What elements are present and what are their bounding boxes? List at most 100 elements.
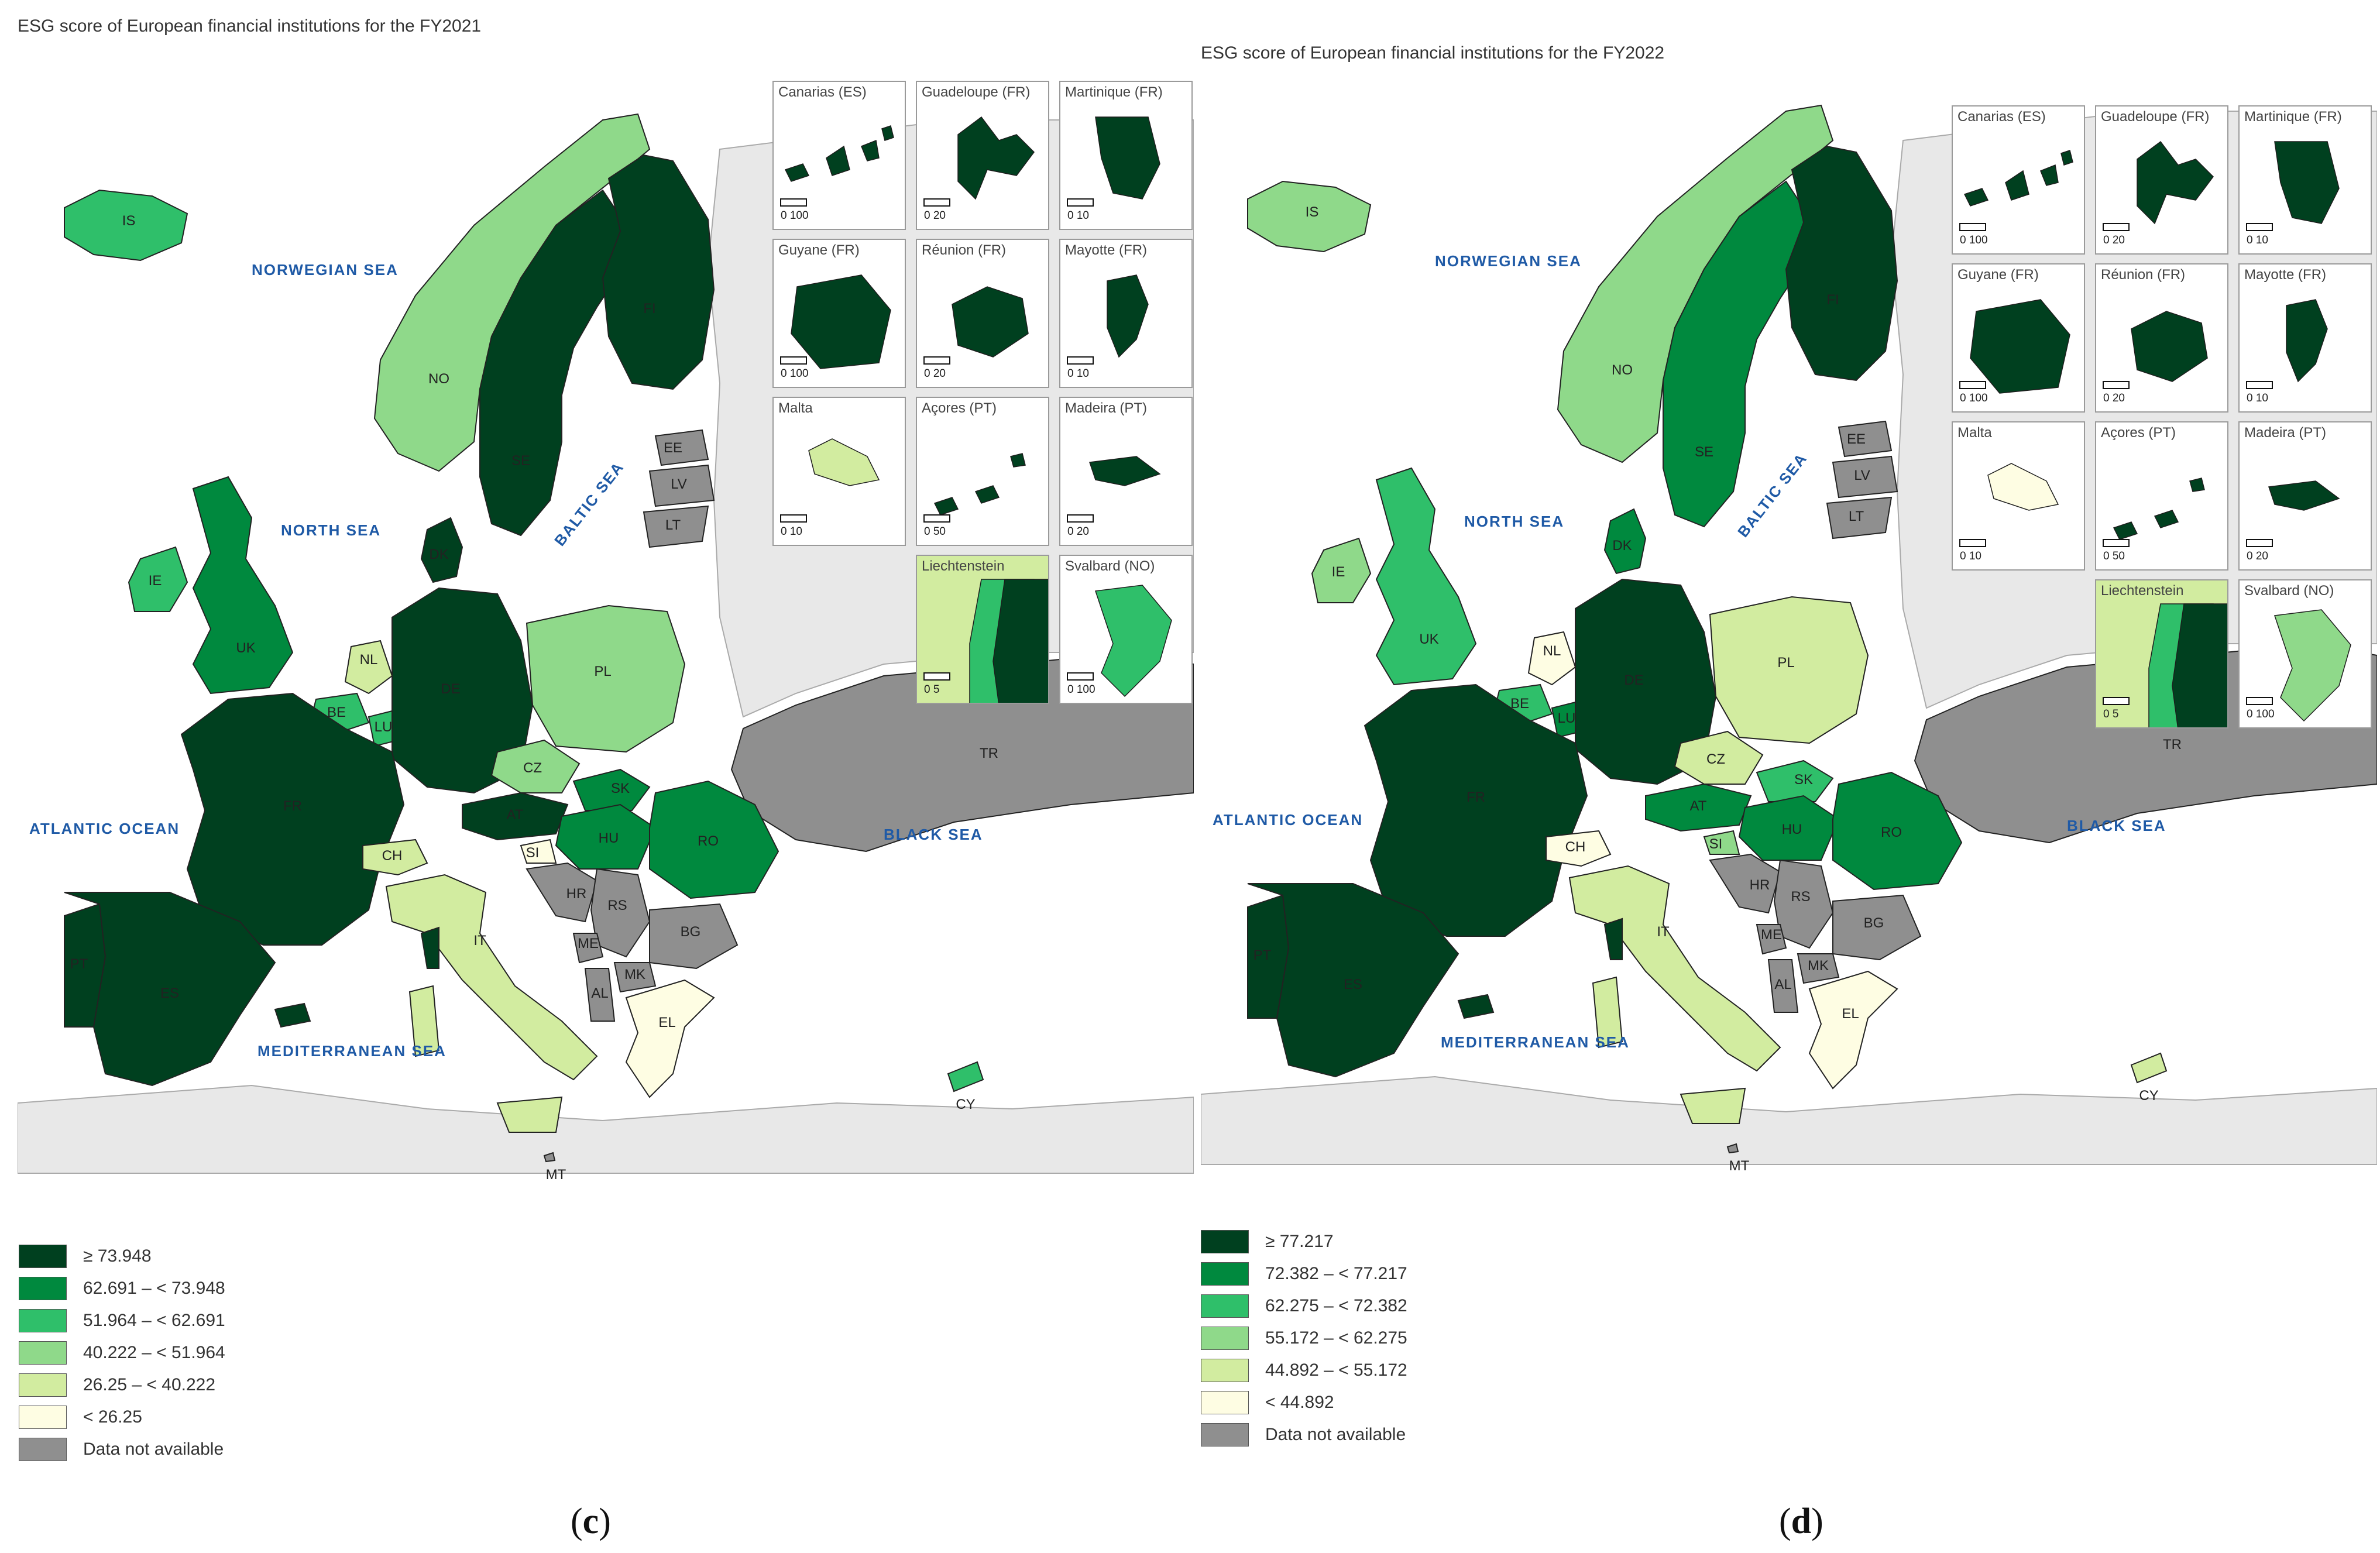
inset-map: Réunion (FR) 0 20 bbox=[2095, 263, 2228, 413]
inset-title: Réunion (FR) bbox=[922, 242, 1007, 258]
legend-item: 26.25 – < 40.222 bbox=[19, 1372, 215, 1398]
country-label: UK bbox=[1419, 631, 1438, 647]
country-label: AL bbox=[591, 985, 608, 1001]
legend-swatch bbox=[1201, 1359, 1249, 1382]
country-cy bbox=[947, 1061, 984, 1092]
country-label: NL bbox=[1543, 643, 1561, 659]
map-panel-fy2021: ESG score of European financial institut… bbox=[18, 16, 1194, 1541]
country-lv bbox=[648, 464, 715, 507]
country-is bbox=[64, 189, 188, 262]
inset-scale-label: 0 20 bbox=[924, 367, 946, 380]
inset-title: Réunion (FR) bbox=[2101, 267, 2186, 283]
country-label: LT bbox=[665, 517, 681, 533]
inset-title: Liechtenstein bbox=[922, 558, 1005, 574]
country-label: PT bbox=[70, 956, 88, 972]
inset-scale-label: 0 20 bbox=[2103, 234, 2125, 246]
inset-map: Mayotte (FR) 0 10 bbox=[2238, 263, 2372, 413]
country-label: HR bbox=[566, 886, 587, 902]
legend-swatch bbox=[19, 1438, 67, 1461]
north-africa-landmass bbox=[1201, 1076, 2377, 1165]
country-label: DK bbox=[429, 547, 448, 562]
legend-item: 55.172 – < 62.275 bbox=[1201, 1325, 1407, 1351]
inset-title: Guyane (FR) bbox=[1957, 267, 2039, 283]
country-label: LV bbox=[1854, 468, 1870, 483]
legend-label: ≥ 77.217 bbox=[1265, 1232, 1334, 1251]
country-label: BG bbox=[1864, 915, 1884, 931]
inset-map: Martinique (FR) 0 10 bbox=[1059, 81, 1193, 230]
sea-label: ATLANTIC OCEAN bbox=[29, 820, 180, 837]
inset-scale-label: 0 20 bbox=[1067, 525, 1089, 538]
country-balear bbox=[274, 1002, 311, 1028]
sea-label: MEDITERRANEAN SEA bbox=[257, 1042, 447, 1060]
country-label: BE bbox=[327, 705, 346, 720]
country-label: EL bbox=[658, 1015, 675, 1030]
country-label: TR bbox=[2163, 737, 2182, 753]
inset-map: Guadeloupe (FR) 0 20 bbox=[2095, 105, 2228, 255]
country-ie bbox=[1311, 537, 1372, 603]
country-rs bbox=[1773, 859, 1834, 949]
inset-map: Guyane (FR) 0 100 bbox=[772, 239, 906, 388]
country-at bbox=[462, 792, 569, 841]
country-label: DK bbox=[1612, 538, 1632, 554]
legend-swatch bbox=[1201, 1327, 1249, 1350]
legend-item: 51.964 – < 62.691 bbox=[19, 1308, 225, 1334]
inset-title: Svalbard (NO) bbox=[1065, 558, 1155, 574]
country-label: IE bbox=[149, 573, 162, 589]
country-es bbox=[1247, 883, 1459, 1078]
inset-title: Liechtenstein bbox=[2101, 583, 2184, 599]
country-label: CY bbox=[956, 1097, 975, 1112]
country-label: DE bbox=[1624, 672, 1643, 688]
country-label: UK bbox=[236, 640, 255, 656]
legend-label: Data not available bbox=[1265, 1425, 1406, 1444]
country-cors bbox=[420, 926, 439, 969]
inset-shape bbox=[923, 116, 1035, 207]
north-africa-landmass bbox=[18, 1084, 1194, 1174]
inset-map: Mayotte (FR) 0 10 bbox=[1059, 239, 1193, 388]
country-label: SI bbox=[526, 845, 540, 861]
inset-scale-label: 0 50 bbox=[924, 525, 946, 538]
country-mt bbox=[543, 1152, 556, 1163]
inset-scale-label: 0 100 bbox=[1960, 392, 1988, 404]
inset-scale-label: 0 10 bbox=[1067, 367, 1089, 380]
country-label: NO bbox=[1612, 362, 1633, 378]
country-cz bbox=[490, 739, 581, 793]
country-balear bbox=[1457, 994, 1495, 1019]
country-mk bbox=[613, 962, 657, 993]
country-label: IE bbox=[1332, 564, 1345, 580]
country-sk bbox=[1756, 760, 1834, 802]
country-label: PL bbox=[1777, 655, 1794, 671]
panel-caption: (d) bbox=[1779, 1502, 1823, 1541]
legend-swatch bbox=[19, 1341, 67, 1365]
inset-shape bbox=[2103, 603, 2227, 727]
country-dk bbox=[420, 517, 463, 583]
inset-map: Madeira (PT) 0 20 bbox=[1059, 397, 1193, 546]
inset-map: Guadeloupe (FR) 0 20 bbox=[916, 81, 1049, 230]
country-es bbox=[64, 892, 276, 1087]
country-al bbox=[584, 968, 616, 1022]
inset-title: Madeira (PT) bbox=[2244, 425, 2327, 441]
country-is bbox=[1247, 180, 1372, 253]
inset-map: Malta 0 10 bbox=[1952, 421, 2085, 571]
country-me bbox=[1756, 924, 1787, 955]
country-lt bbox=[1826, 496, 1893, 540]
country-mk bbox=[1797, 953, 1840, 984]
country-label: MT bbox=[546, 1167, 566, 1183]
country-fr bbox=[1364, 683, 1588, 937]
inset-title: Malta bbox=[1957, 425, 1992, 441]
inset-scale-label: 0 100 bbox=[1067, 683, 1095, 696]
country-fi bbox=[602, 154, 715, 390]
inset-title: Guadeloupe (FR) bbox=[922, 84, 1031, 100]
country-label: MT bbox=[1729, 1158, 1750, 1174]
legend-label: 26.25 – < 40.222 bbox=[83, 1375, 216, 1394]
country-sk bbox=[572, 768, 651, 811]
legend-label: < 26.25 bbox=[83, 1407, 142, 1427]
inset-shape bbox=[2246, 141, 2340, 231]
inset-map: Svalbard (NO) 0 100 bbox=[1059, 555, 1193, 704]
legend-swatch bbox=[1201, 1230, 1249, 1253]
inset-scale-label: 0 5 bbox=[2103, 708, 2119, 720]
country-uk bbox=[192, 476, 294, 695]
country-label: LU bbox=[375, 719, 393, 735]
inset-shape bbox=[780, 438, 880, 523]
inset-shape bbox=[780, 274, 891, 369]
legend-swatch bbox=[19, 1277, 67, 1300]
